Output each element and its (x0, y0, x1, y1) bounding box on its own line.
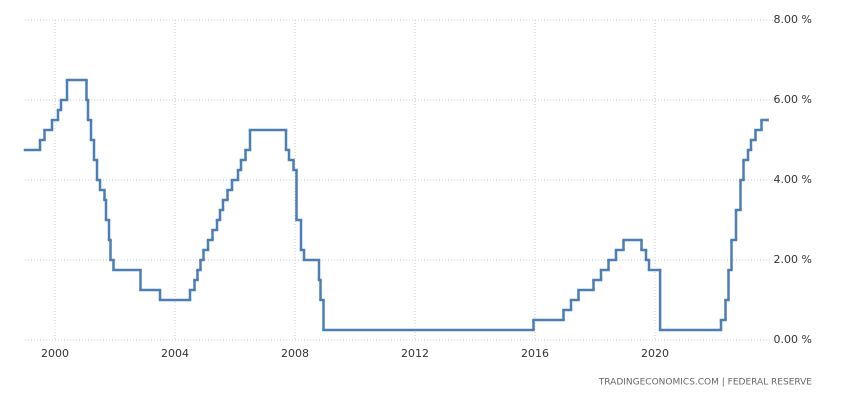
x-tick-label: 2020 (641, 347, 669, 360)
source: TRADINGECONOMICS.COM | FEDERAL RESERVE (598, 378, 813, 388)
x-tick-label: 2016 (521, 347, 549, 360)
x-tick-label: 2008 (281, 347, 309, 360)
x-tick-label: 2000 (41, 347, 69, 360)
x-tick-label: 2012 (401, 347, 429, 360)
y-tick-label: 8.00 % (774, 13, 812, 26)
y-tick-label: 6.00 % (774, 93, 812, 106)
y-tick-label: 4.00 % (774, 173, 812, 186)
y-tick-label: 0.00 % (774, 333, 812, 346)
x-tick-label: 2004 (161, 347, 189, 360)
y-tick-label: 2.00 % (774, 253, 812, 266)
